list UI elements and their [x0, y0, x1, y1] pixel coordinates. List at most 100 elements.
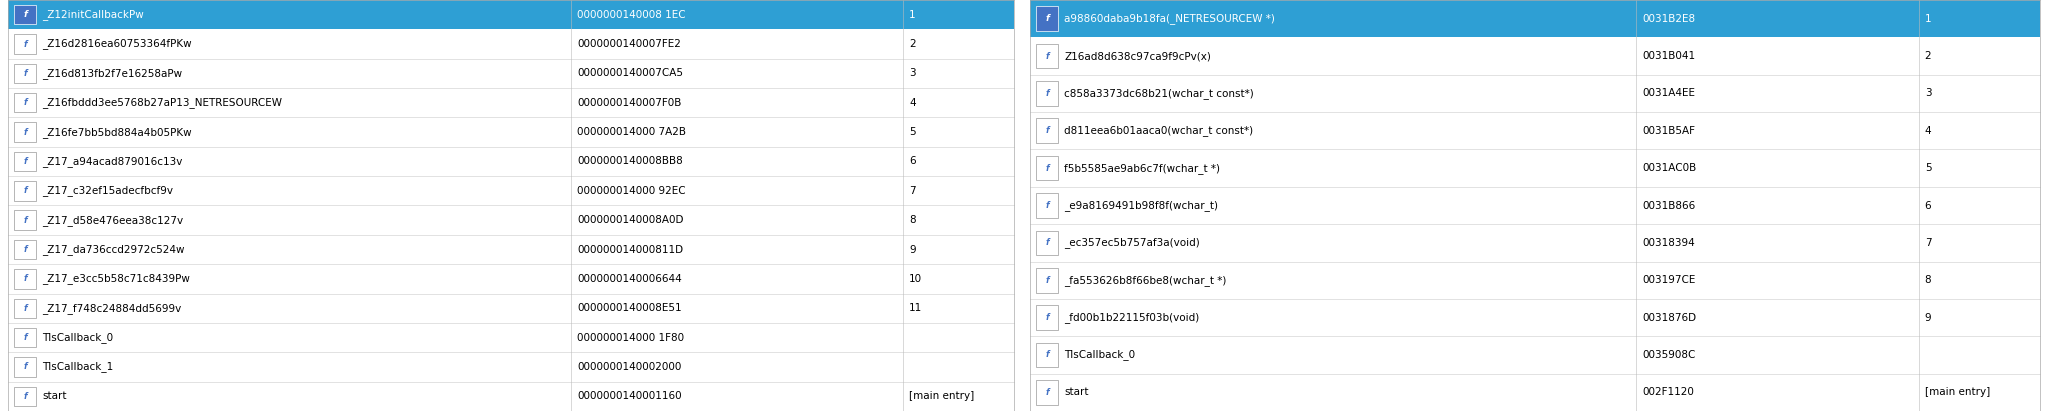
FancyBboxPatch shape: [8, 323, 1014, 352]
Text: 000000014000811D: 000000014000811D: [578, 245, 684, 254]
FancyBboxPatch shape: [1036, 380, 1059, 405]
Text: TlsCallback_1: TlsCallback_1: [43, 362, 113, 372]
FancyBboxPatch shape: [1030, 0, 2040, 37]
FancyBboxPatch shape: [1036, 231, 1059, 255]
Text: 000000014000 7A2B: 000000014000 7A2B: [578, 127, 686, 137]
FancyBboxPatch shape: [1030, 150, 2040, 187]
FancyBboxPatch shape: [8, 352, 1014, 382]
FancyBboxPatch shape: [8, 147, 1014, 176]
Text: f5b5585ae9ab6c7f(wchar_t *): f5b5585ae9ab6c7f(wchar_t *): [1065, 163, 1221, 173]
FancyBboxPatch shape: [8, 88, 1014, 118]
Text: 0031A4EE: 0031A4EE: [1642, 88, 1696, 98]
Text: 00318394: 00318394: [1642, 238, 1696, 248]
Text: f: f: [1044, 164, 1049, 173]
FancyBboxPatch shape: [14, 35, 37, 54]
Text: 9: 9: [1925, 313, 1931, 323]
Text: 2: 2: [1925, 51, 1931, 61]
Text: 0031B866: 0031B866: [1642, 201, 1696, 210]
Text: _Z16fbddd3ee5768b27aP13_NETRESOURCEW: _Z16fbddd3ee5768b27aP13_NETRESOURCEW: [43, 97, 283, 108]
Text: 0000000140008A0D: 0000000140008A0D: [578, 215, 684, 225]
Text: 1: 1: [909, 10, 915, 20]
FancyBboxPatch shape: [14, 357, 37, 376]
Text: start: start: [43, 391, 68, 401]
FancyBboxPatch shape: [1030, 224, 2040, 261]
FancyBboxPatch shape: [8, 176, 1014, 206]
FancyBboxPatch shape: [14, 269, 37, 289]
FancyBboxPatch shape: [1036, 81, 1059, 106]
Text: f: f: [1044, 51, 1049, 60]
FancyBboxPatch shape: [1036, 118, 1059, 143]
FancyBboxPatch shape: [1036, 6, 1059, 31]
FancyBboxPatch shape: [8, 293, 1014, 323]
Text: TlsCallback_0: TlsCallback_0: [1065, 349, 1135, 360]
Text: start: start: [1065, 387, 1090, 397]
Text: 6: 6: [909, 157, 915, 166]
Text: _Z12initCallbackPw: _Z12initCallbackPw: [43, 9, 143, 20]
FancyBboxPatch shape: [1036, 343, 1059, 367]
Text: [main entry]: [main entry]: [909, 391, 975, 401]
FancyBboxPatch shape: [14, 298, 37, 318]
Text: _Z16fe7bb5bd884a4b05PKw: _Z16fe7bb5bd884a4b05PKw: [43, 127, 193, 138]
Text: f: f: [1044, 276, 1049, 285]
FancyBboxPatch shape: [14, 328, 37, 347]
Text: _Z17_a94acad879016c13v: _Z17_a94acad879016c13v: [43, 156, 182, 167]
Text: _Z17_d58e476eea38c127v: _Z17_d58e476eea38c127v: [43, 215, 184, 226]
Text: f: f: [23, 69, 27, 78]
Text: f: f: [1044, 89, 1049, 98]
FancyBboxPatch shape: [14, 64, 37, 83]
Text: 0000000140006644: 0000000140006644: [578, 274, 682, 284]
Text: f: f: [23, 98, 27, 107]
FancyBboxPatch shape: [1030, 75, 2040, 112]
FancyBboxPatch shape: [1036, 44, 1059, 68]
Text: f: f: [23, 363, 27, 372]
Text: _Z17_c32ef15adecfbcf9v: _Z17_c32ef15adecfbcf9v: [43, 185, 174, 196]
Text: 4: 4: [909, 98, 915, 108]
Text: f: f: [23, 10, 27, 19]
Text: TlsCallback_0: TlsCallback_0: [43, 332, 113, 343]
Text: 0000000140008 1EC: 0000000140008 1EC: [578, 10, 686, 20]
Text: f: f: [23, 127, 27, 136]
Text: 0000000140007F0B: 0000000140007F0B: [578, 98, 682, 108]
Text: 5: 5: [909, 127, 915, 137]
Text: _Z16d813fb2f7e16258aPw: _Z16d813fb2f7e16258aPw: [43, 68, 182, 79]
Text: 0000000140007FE2: 0000000140007FE2: [578, 39, 682, 49]
FancyBboxPatch shape: [1030, 37, 2040, 75]
Text: 11: 11: [909, 303, 922, 313]
Text: f: f: [1044, 201, 1049, 210]
FancyBboxPatch shape: [14, 387, 37, 406]
FancyBboxPatch shape: [1030, 187, 2040, 224]
Text: 0031AC0B: 0031AC0B: [1642, 163, 1696, 173]
FancyBboxPatch shape: [1036, 193, 1059, 218]
Text: 0000000140008BB8: 0000000140008BB8: [578, 157, 684, 166]
Text: _fd00b1b22115f03b(void): _fd00b1b22115f03b(void): [1065, 312, 1200, 323]
Text: [main entry]: [main entry]: [1925, 387, 1991, 397]
FancyBboxPatch shape: [8, 235, 1014, 264]
Text: f: f: [23, 157, 27, 166]
FancyBboxPatch shape: [14, 5, 37, 24]
Text: 7: 7: [1925, 238, 1931, 248]
FancyBboxPatch shape: [1030, 336, 2040, 374]
Text: f: f: [1044, 351, 1049, 360]
Text: 7: 7: [909, 186, 915, 196]
FancyBboxPatch shape: [8, 59, 1014, 88]
FancyBboxPatch shape: [8, 29, 1014, 59]
Text: 8: 8: [1925, 275, 1931, 285]
Text: _ec357ec5b757af3a(void): _ec357ec5b757af3a(void): [1065, 238, 1200, 248]
FancyBboxPatch shape: [1036, 305, 1059, 330]
Text: f: f: [1044, 313, 1049, 322]
Text: 0031B2E8: 0031B2E8: [1642, 14, 1696, 24]
Text: 0035908C: 0035908C: [1642, 350, 1696, 360]
FancyBboxPatch shape: [8, 0, 1014, 29]
FancyBboxPatch shape: [1036, 268, 1059, 293]
FancyBboxPatch shape: [8, 264, 1014, 293]
Text: _e9a8169491b98f8f(wchar_t): _e9a8169491b98f8f(wchar_t): [1065, 200, 1219, 211]
Text: f: f: [23, 275, 27, 284]
Text: 002F1120: 002F1120: [1642, 387, 1694, 397]
Text: 0000000140002000: 0000000140002000: [578, 362, 682, 372]
Text: Z16ad8d638c97ca9f9cPv(x): Z16ad8d638c97ca9f9cPv(x): [1065, 51, 1210, 61]
FancyBboxPatch shape: [8, 206, 1014, 235]
Text: 5: 5: [1925, 163, 1931, 173]
Text: 003197CE: 003197CE: [1642, 275, 1696, 285]
FancyBboxPatch shape: [1030, 261, 2040, 299]
Text: 3: 3: [909, 68, 915, 79]
